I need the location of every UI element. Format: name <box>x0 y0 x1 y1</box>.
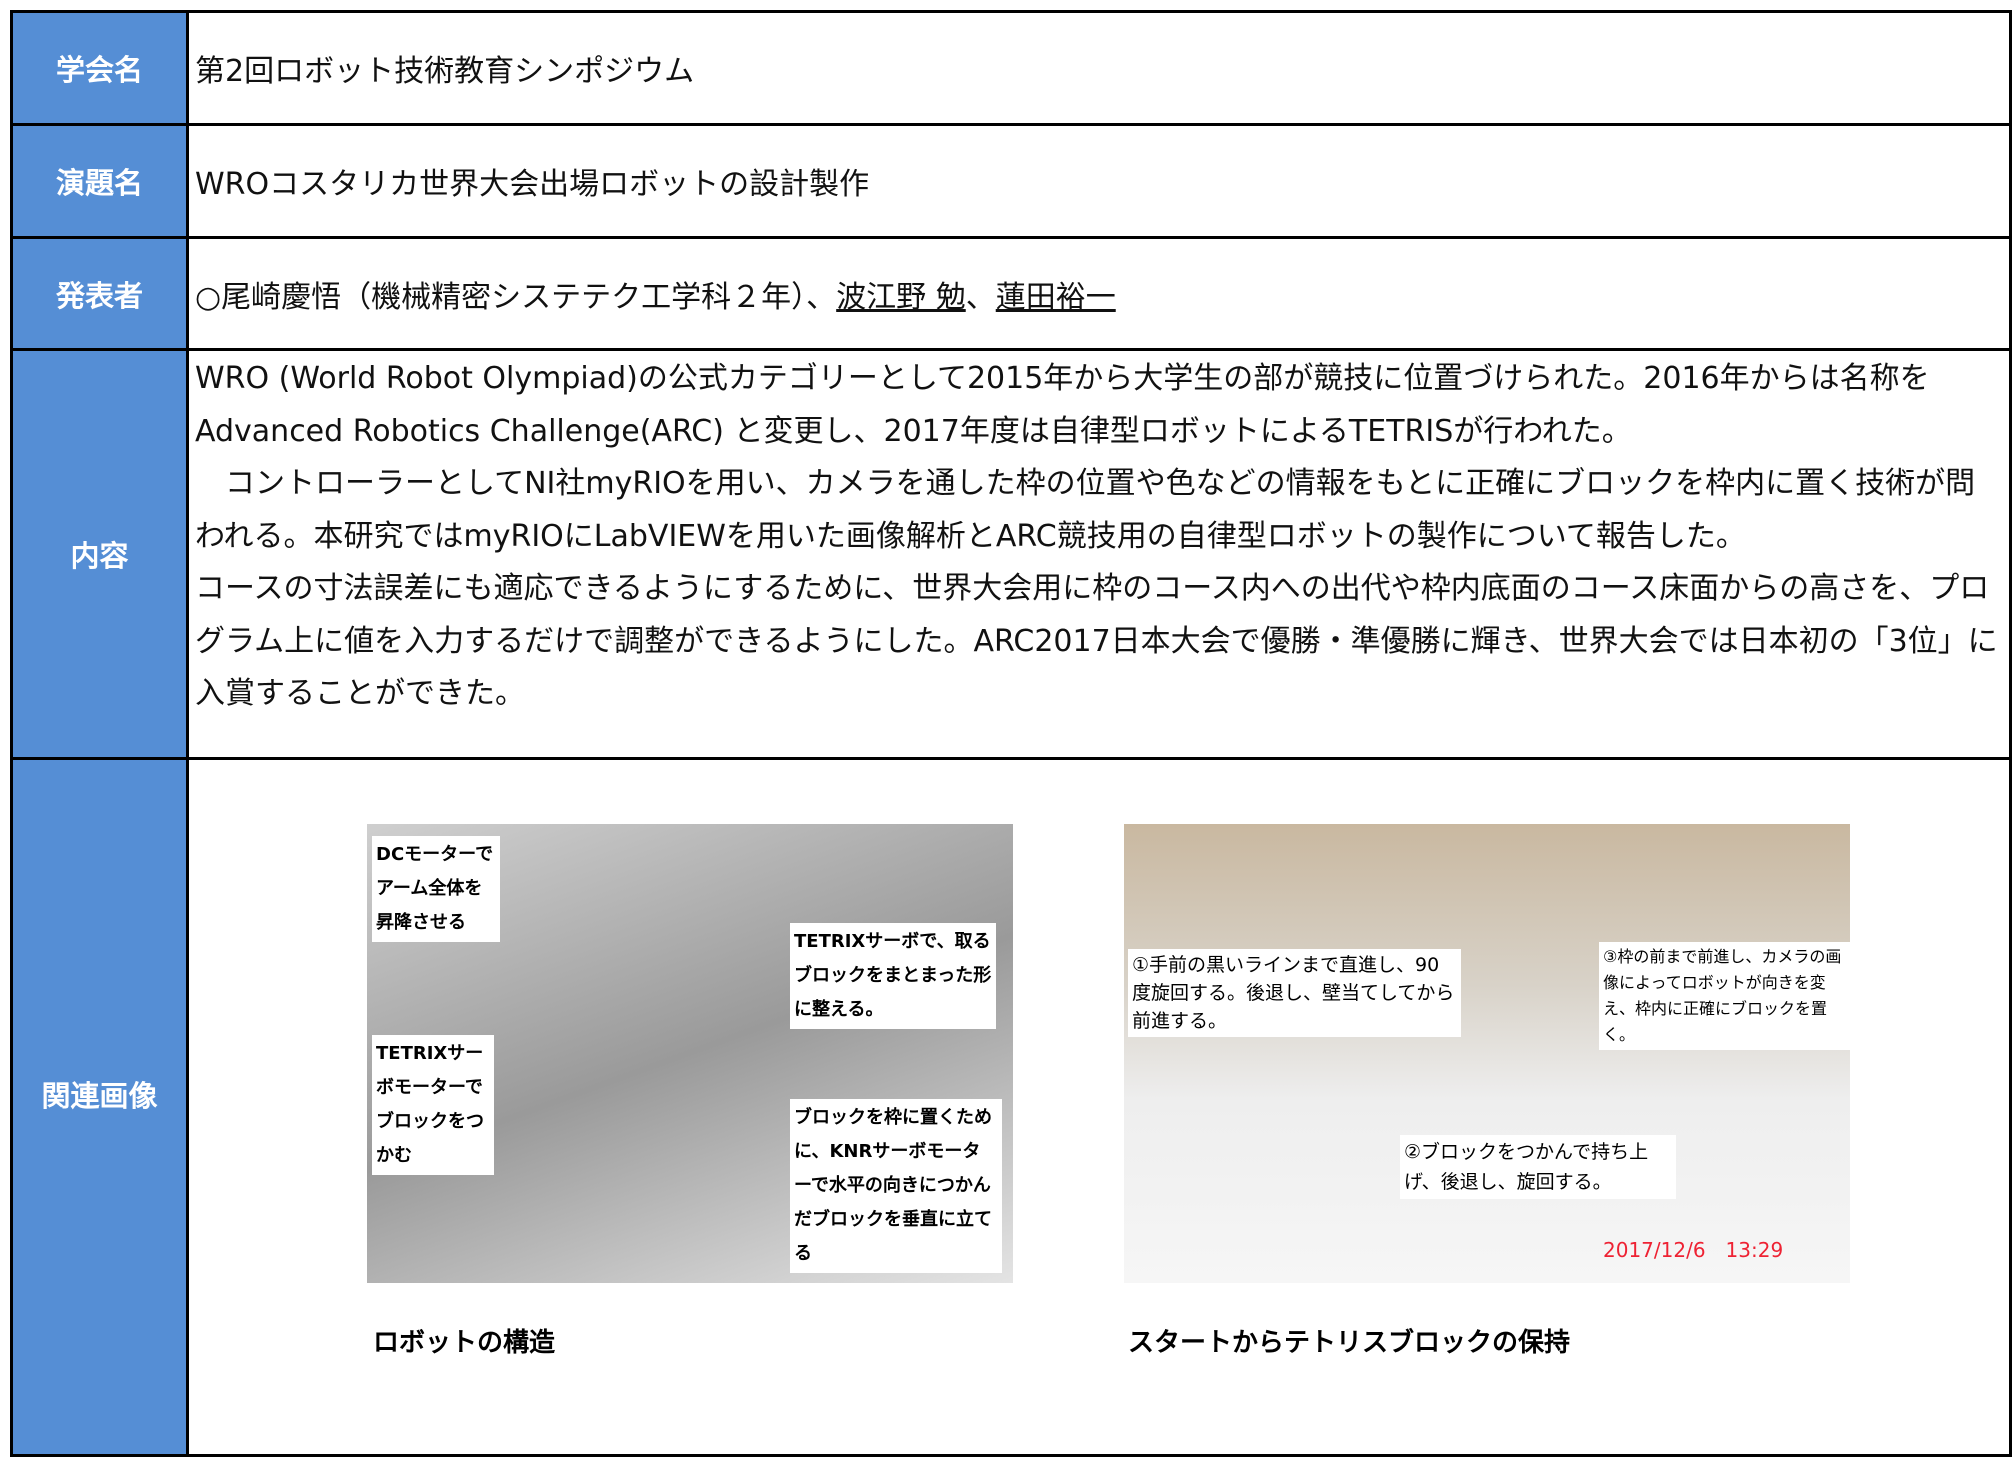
row-label: 関連画像 <box>10 757 189 1457</box>
robot-photo: DCモーターでアーム全体を昇降させる TETRIXサーボで、取るブロックをまとま… <box>367 824 1013 1283</box>
row-value: 第2回ロボット技術教育シンポジウム <box>186 10 2012 126</box>
paragraph: コースの寸法誤差にも適応できるようにするために、世界大会用に枠のコース内への出代… <box>195 571 1998 711</box>
author: 波江野 勉 <box>836 279 966 315</box>
row-value: WRO (World Robot Olympiad)の公式カテゴリーとして201… <box>186 348 2012 760</box>
row-label: 学会名 <box>10 10 189 126</box>
image-caption: ロボットの構造 <box>373 1328 556 1358</box>
paragraph: WRO (World Robot Olympiad)の公式カテゴリーとして201… <box>195 361 1930 449</box>
author: ○尾崎慶悟（機械精密システテク工学科２年）、 <box>195 279 837 315</box>
image-caption: スタートからテトリスブロックの保持 <box>1128 1328 1571 1358</box>
timestamp: 2017/12/6 13:29 <box>1603 1238 1784 1262</box>
row-label: 発表者 <box>10 236 189 351</box>
author: 蓮田裕一 <box>995 279 1116 315</box>
callout: DCモーターでアーム全体を昇降させる <box>372 836 500 942</box>
callout: TETRIXサーボで、取るブロックをまとまった形に整える。 <box>790 923 996 1029</box>
row-value: WROコスタリカ世界大会出場ロボットの設計製作 <box>186 123 2012 239</box>
row-value: ○尾崎慶悟（機械精密システテク工学科２年）、 波江野 勉、蓮田裕一 <box>186 236 2012 351</box>
callout: ③枠の前まで前進し、カメラの画像によってロボットが向きを変え、枠内に正確にブロッ… <box>1599 942 1850 1050</box>
paragraph: コントローラーとしてNI社myRIOを用い、カメラを通した枠の位置や色などの情報… <box>195 466 1976 554</box>
row-label: 内容 <box>10 348 189 760</box>
callout: ②ブロックをつかんで持ち上げ、後退し、旋回する。 <box>1400 1135 1676 1199</box>
callout: ①手前の黒いラインまで直進し、90度旋回する。後退し、壁当てしてから前進する。 <box>1128 949 1461 1037</box>
callout: TETRIXサーボモーターでブロックをつかむ <box>372 1035 494 1175</box>
row-label: 演題名 <box>10 123 189 239</box>
callout: ブロックを枠に置くために、KNRサーボモーターで水平の向きにつかんだブロックを垂… <box>790 1099 1002 1273</box>
course-photo: ①手前の黒いラインまで直進し、90度旋回する。後退し、壁当てしてから前進する。 … <box>1124 824 1850 1283</box>
separator: 、 <box>965 279 996 315</box>
